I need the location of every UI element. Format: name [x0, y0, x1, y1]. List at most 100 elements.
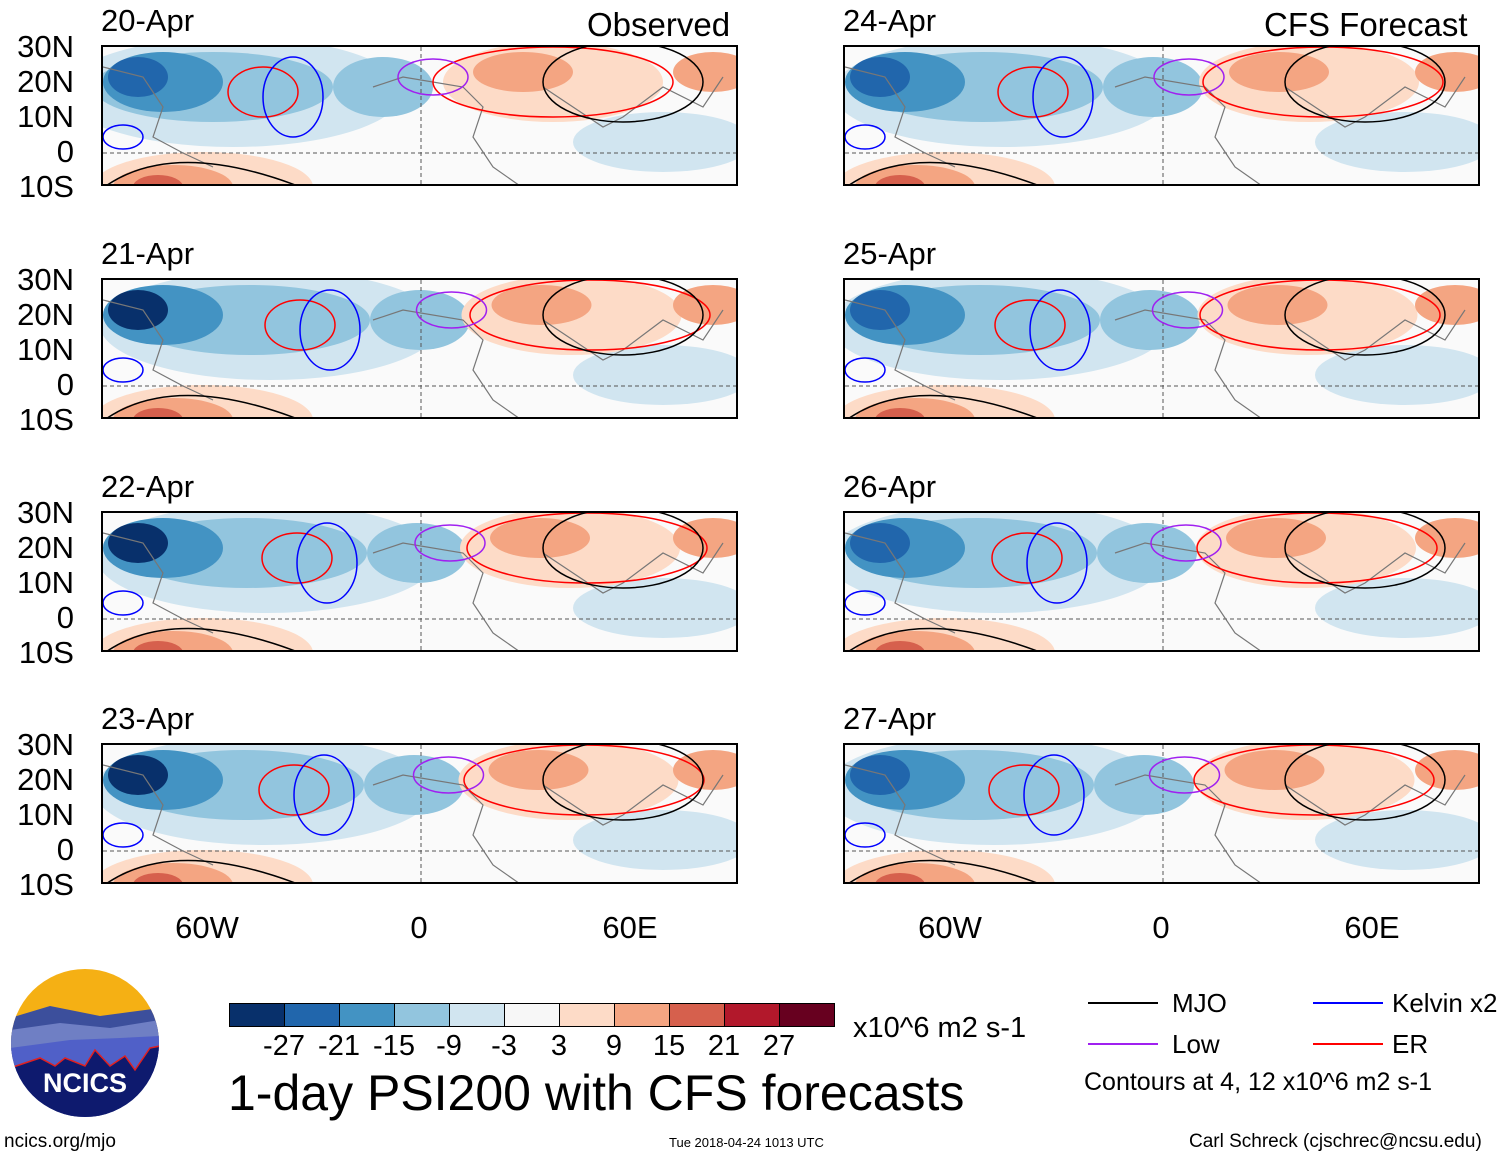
- mjo-contour: [107, 859, 295, 882]
- panel-date: 23-Apr: [101, 701, 195, 736]
- map-panel: [101, 511, 738, 652]
- er-contour: [261, 532, 333, 584]
- colorbar-swatch: [340, 1004, 395, 1026]
- er-contour: [1202, 47, 1444, 118]
- logo-text: NCICS: [43, 1068, 127, 1098]
- colorbar-swatch: [780, 1004, 834, 1026]
- mjo-contour: [542, 745, 704, 821]
- panel-date: 26-Apr: [843, 469, 937, 504]
- positive-anomaly: [875, 175, 925, 184]
- er-contour: [1199, 280, 1441, 351]
- low-contour: [415, 291, 488, 329]
- negative-anomaly: [1315, 112, 1478, 172]
- map-panel: [843, 511, 1480, 652]
- er-contour: [988, 764, 1060, 816]
- er-contour: [1196, 513, 1438, 584]
- colorbar-label: -21: [318, 1030, 360, 1062]
- kelvin-contour: [103, 357, 144, 383]
- colorbar-swatch: [395, 1004, 450, 1026]
- colorbar-label: -27: [263, 1030, 305, 1062]
- mjo-contour: [107, 161, 295, 184]
- panel-date: 21-Apr: [101, 236, 195, 271]
- coastline: [845, 532, 1466, 650]
- positive-anomaly: [133, 873, 183, 882]
- positive-anomaly: [133, 175, 183, 184]
- mjo-contour: [542, 47, 704, 123]
- positive-anomaly: [1415, 518, 1478, 558]
- positive-anomaly: [1415, 285, 1478, 325]
- mjo-contour: [107, 627, 295, 650]
- y-tick: 30N: [17, 495, 74, 530]
- footer-url[interactable]: ncics.org/mjo: [4, 1131, 116, 1152]
- colorbar-label: -9: [436, 1030, 462, 1062]
- legend-low: Low: [1172, 1029, 1220, 1059]
- colorbar-swatch: [725, 1004, 780, 1026]
- negative-anomaly: [364, 755, 464, 815]
- y-tick: 10S: [18, 169, 74, 204]
- panel-date: 25-Apr: [843, 236, 937, 271]
- colorbar-swatch: [505, 1004, 560, 1026]
- negative-anomaly: [108, 755, 168, 795]
- colorbar-units: x10^6 m2 s-1: [853, 1012, 1027, 1044]
- negative-anomaly: [1097, 523, 1197, 583]
- positive-anomaly: [133, 408, 183, 417]
- positive-anomaly: [673, 750, 736, 790]
- er-contour: [997, 66, 1069, 118]
- positive-anomaly: [473, 52, 573, 92]
- er-contour: [991, 532, 1063, 584]
- negative-anomaly: [573, 345, 736, 405]
- colorbar-swatch: [230, 1004, 285, 1026]
- mjo-contour: [1284, 280, 1446, 356]
- negative-anomaly: [850, 755, 910, 795]
- mjo-contour: [849, 394, 1037, 417]
- y-tick: 30N: [17, 29, 74, 64]
- low-contour: [1150, 524, 1222, 562]
- x-tick: 60E: [1344, 910, 1400, 945]
- map-panel: [843, 743, 1480, 884]
- low-contour: [1153, 58, 1225, 96]
- y-tick: 20N: [17, 530, 74, 565]
- positive-anomaly: [875, 873, 925, 882]
- mjo-contour: [1284, 513, 1446, 589]
- positive-anomaly: [1226, 518, 1326, 558]
- er-contour: [258, 764, 330, 816]
- negative-anomaly: [108, 57, 168, 97]
- colorbar-label: -3: [491, 1030, 517, 1062]
- coastline: [103, 764, 724, 882]
- coastline: [103, 299, 724, 417]
- kelvin-contour: [845, 590, 886, 616]
- positive-anomaly: [875, 408, 925, 417]
- colorbar-swatch: [615, 1004, 670, 1026]
- mjo-contour: [542, 513, 704, 589]
- colorbar-swatch: [285, 1004, 340, 1026]
- mjo-contour: [849, 859, 1037, 882]
- positive-anomaly: [133, 641, 183, 650]
- colorbar-label: 21: [707, 1030, 741, 1062]
- low-contour: [414, 524, 486, 562]
- author: Carl Schreck (cjschrec@ncsu.edu): [1189, 1131, 1482, 1152]
- low-contour: [1148, 756, 1221, 794]
- positive-anomaly: [1415, 52, 1478, 92]
- colorbar-label: 3: [550, 1030, 568, 1062]
- kelvin-contour: [1026, 522, 1088, 604]
- er-contour: [466, 513, 708, 584]
- legend-kelvin: Kelvin x2: [1392, 988, 1498, 1018]
- legend-mjo: MJO: [1172, 988, 1227, 1018]
- panel-date: 24-Apr: [843, 3, 937, 38]
- positive-anomaly: [673, 52, 736, 92]
- colorbar-swatch: [560, 1004, 615, 1026]
- negative-anomaly: [1103, 57, 1203, 117]
- y-tick: 20N: [17, 297, 74, 332]
- legend-er-line: [1313, 1043, 1383, 1045]
- negative-anomaly: [108, 290, 168, 330]
- kelvin-contour: [103, 124, 144, 150]
- positive-anomaly: [1227, 285, 1328, 325]
- negative-anomaly: [370, 290, 470, 350]
- y-tick: 10S: [18, 635, 74, 670]
- kelvin-contour: [299, 289, 361, 371]
- coastline: [845, 764, 1466, 882]
- y-tick: 20N: [17, 64, 74, 99]
- negative-anomaly: [850, 523, 910, 563]
- mjo-contour: [1284, 47, 1446, 123]
- map-panel: [101, 278, 738, 419]
